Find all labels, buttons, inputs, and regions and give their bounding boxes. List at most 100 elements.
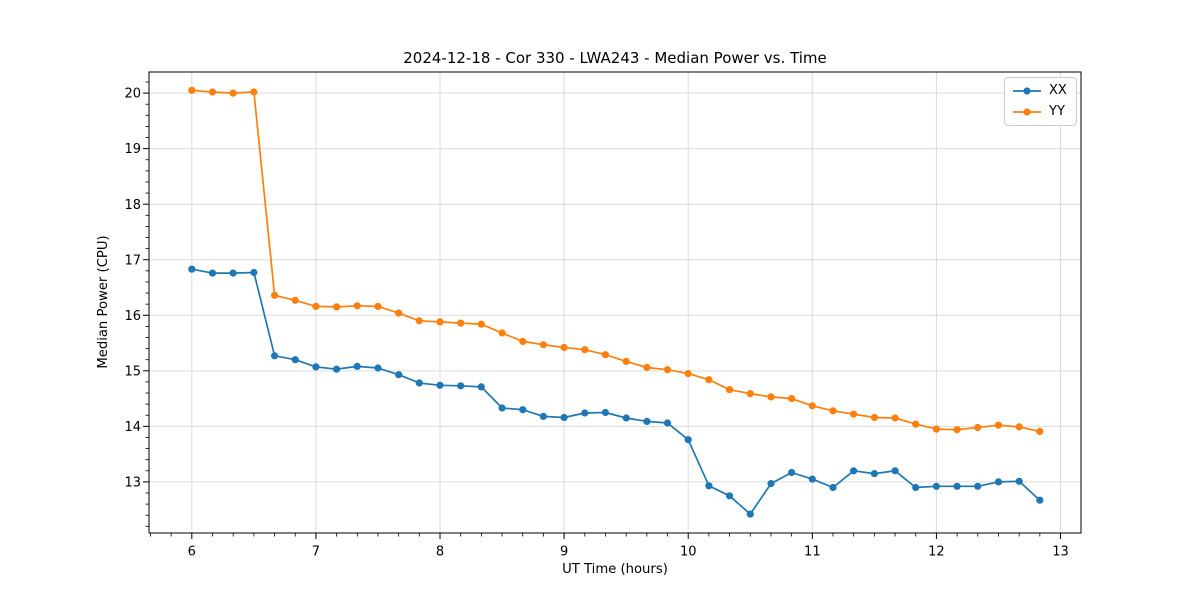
series-YY-marker <box>974 423 982 432</box>
series-XX-marker <box>974 482 982 490</box>
series-XX-marker <box>788 468 796 477</box>
series-XX-marker <box>291 356 299 364</box>
series-XX-marker <box>498 404 506 412</box>
series-XX-marker <box>312 363 320 371</box>
series-YY-marker <box>1036 427 1044 435</box>
series-XX-marker <box>850 467 858 475</box>
x-tick-label: 9 <box>560 545 568 560</box>
tick-layer: 6 7 8 9 10 11 12 13 13 14 15 16 17 18 19 20 <box>124 81 1069 560</box>
series-XX-marker <box>415 379 423 387</box>
series-YY-marker <box>312 302 320 310</box>
legend-label-XX: XX <box>1049 83 1067 98</box>
series-XX-marker <box>353 362 361 370</box>
series-XX-marker <box>457 382 465 390</box>
series-YY-marker <box>767 393 775 401</box>
series-YY-marker <box>643 363 651 372</box>
series-XX-marker <box>519 406 527 414</box>
x-tick-label: 12 <box>928 545 945 560</box>
series-YY <box>188 86 1044 435</box>
series-YY-marker <box>850 410 858 418</box>
series-YY-marker <box>808 402 816 410</box>
plot-border <box>148 71 1082 534</box>
series-XX <box>188 265 1044 518</box>
series-YY-marker <box>684 370 692 378</box>
x-tick-label: 10 <box>680 545 697 560</box>
series-YY-marker <box>395 309 403 317</box>
y-tick-label: 20 <box>124 87 141 102</box>
series-YY-marker <box>746 390 754 398</box>
series-YY-marker <box>994 421 1003 429</box>
series-YY-marker <box>208 88 217 96</box>
series-XX-marker <box>705 482 713 490</box>
series-XX-marker <box>581 409 589 417</box>
series-YY-marker <box>1015 423 1023 431</box>
series-XX-marker <box>539 412 548 420</box>
series-XX-marker <box>477 383 485 391</box>
series-YY-marker <box>725 386 734 394</box>
series-XX-marker <box>188 265 196 273</box>
legend-entry-XX: XX <box>1012 81 1067 101</box>
series-XX-marker <box>643 417 651 425</box>
series-XX-marker <box>560 413 568 422</box>
y-tick-label: 17 <box>124 253 141 268</box>
series-XX-marker <box>767 480 775 488</box>
series-YY-marker <box>374 302 382 310</box>
series-XX-marker <box>229 269 237 277</box>
series-XX-marker <box>953 482 961 490</box>
series-YY-marker <box>788 395 796 403</box>
series-YY-marker <box>415 317 423 325</box>
y-tick-label: 15 <box>124 364 141 379</box>
series-XX-marker <box>1036 496 1044 504</box>
series-YY-marker <box>912 420 920 428</box>
x-tick-label: 11 <box>804 545 821 560</box>
legend-marker-XX <box>1023 87 1031 95</box>
series-XX-marker <box>829 483 837 492</box>
series-YY-marker <box>333 303 341 311</box>
series-YY-marker <box>705 376 713 384</box>
series-YY-marker <box>581 346 589 354</box>
series-YY-marker <box>477 320 485 328</box>
series-YY-marker <box>353 302 361 310</box>
series-layer <box>188 86 1044 518</box>
series-YY-marker <box>829 407 837 415</box>
series-YY-marker <box>271 291 279 299</box>
y-tick-label: 14 <box>124 420 141 435</box>
series-XX-marker <box>250 268 258 277</box>
series-XX-marker <box>870 470 879 478</box>
grid-layer <box>149 72 1081 533</box>
series-YY-line <box>191 89 1040 433</box>
series-YY-marker <box>539 341 548 349</box>
legend-swatch-YY <box>1013 108 1041 116</box>
series-XX-marker <box>725 492 734 500</box>
series-XX-marker <box>891 467 899 475</box>
series-XX-marker <box>746 510 754 518</box>
series-YY-marker <box>953 426 961 434</box>
legend-label-YY: YY <box>1049 104 1065 119</box>
series-YY-marker <box>188 86 196 94</box>
series-XX-marker <box>436 381 444 389</box>
series-YY-marker <box>932 425 941 433</box>
legend: XX YY <box>1004 77 1077 126</box>
series-XX-marker <box>622 414 630 422</box>
series-YY-marker <box>663 366 672 374</box>
series-YY-marker <box>601 351 610 359</box>
legend-swatch-XX <box>1013 87 1041 95</box>
series-XX-marker <box>912 483 920 492</box>
x-tick-label: 6 <box>188 545 196 560</box>
y-tick-label: 19 <box>124 142 141 157</box>
series-XX-marker <box>395 371 403 379</box>
series-YY-marker <box>622 357 630 365</box>
series-XX-marker <box>808 475 816 483</box>
series-YY-marker <box>229 89 237 97</box>
y-tick-label: 18 <box>124 198 141 213</box>
series-YY-marker <box>560 343 568 352</box>
series-YY-marker <box>498 329 506 337</box>
x-axis-label: UT Time (hours) <box>562 562 668 577</box>
series-YY-marker <box>436 318 444 326</box>
chart-title: 2024-12-18 - Cor 330 - LWA243 - Median P… <box>403 49 827 67</box>
x-tick-label: 13 <box>1052 545 1069 560</box>
series-YY-marker <box>250 88 258 96</box>
y-axis-label: Median Power (CPU) <box>96 235 111 368</box>
